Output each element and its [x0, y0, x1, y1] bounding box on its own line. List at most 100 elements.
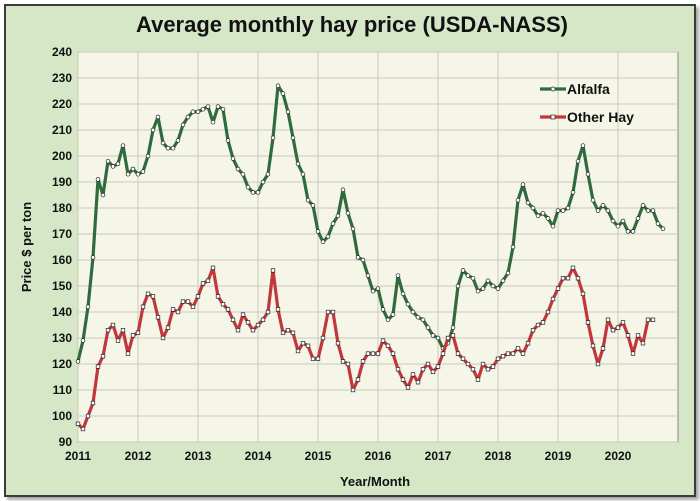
x-tick-label: 2011: [65, 449, 91, 463]
point-other-hay: [75, 421, 81, 426]
point-other-hay: [230, 317, 236, 322]
point-other-hay: [280, 330, 286, 335]
point-other-hay: [480, 361, 486, 367]
point-alfalfa: [660, 226, 666, 232]
point-other-hay: [295, 348, 301, 354]
point-alfalfa: [435, 335, 441, 341]
point-alfalfa: [150, 127, 156, 133]
point-alfalfa: [325, 234, 331, 239]
y-tick-label: 160: [52, 253, 72, 267]
point-alfalfa: [645, 208, 651, 213]
point-other-hay: [450, 333, 456, 338]
point-alfalfa: [495, 286, 501, 291]
y-tick-label: 120: [52, 357, 72, 371]
point-other-hay: [505, 351, 511, 356]
point-other-hay: [80, 426, 86, 432]
point-other-hay: [495, 356, 501, 361]
point-alfalfa: [485, 278, 491, 284]
point-alfalfa: [280, 91, 286, 96]
point-alfalfa: [195, 109, 201, 115]
point-other-hay: [510, 351, 516, 356]
point-other-hay: [380, 338, 386, 343]
point-alfalfa: [365, 273, 371, 278]
point-other-hay: [370, 351, 376, 356]
point-other-hay: [465, 361, 471, 367]
point-alfalfa: [235, 166, 241, 172]
point-other-hay: [110, 322, 116, 328]
point-alfalfa: [90, 255, 96, 260]
x-tick-label: 2019: [545, 449, 572, 463]
y-tick-label: 110: [53, 383, 73, 397]
point-other-hay: [315, 356, 321, 361]
point-other-hay: [300, 341, 306, 346]
point-other-hay: [235, 328, 241, 333]
y-tick-label: 90: [59, 435, 73, 449]
point-other-hay: [260, 317, 266, 322]
x-axis-title: Year/Month: [340, 474, 410, 489]
point-alfalfa: [270, 135, 276, 141]
point-alfalfa: [330, 221, 336, 226]
point-alfalfa: [635, 216, 641, 221]
point-other-hay: [605, 317, 611, 322]
point-other-hay: [320, 335, 326, 341]
point-alfalfa: [520, 182, 526, 187]
point-other-hay: [290, 330, 296, 335]
point-other-hay: [635, 333, 641, 338]
point-alfalfa: [565, 205, 571, 211]
point-alfalfa: [110, 164, 116, 169]
y-tick-label: 130: [52, 331, 72, 345]
point-alfalfa: [205, 104, 211, 109]
point-other-hay: [405, 385, 411, 390]
point-other-hay: [335, 341, 341, 346]
point-other-hay: [435, 364, 441, 369]
point-other-hay: [275, 307, 281, 312]
point-alfalfa: [575, 158, 581, 164]
point-alfalfa: [540, 210, 546, 216]
point-alfalfa: [200, 106, 206, 112]
point-other-hay: [650, 317, 656, 322]
point-other-hay: [350, 387, 356, 393]
point-other-hay: [445, 335, 451, 341]
point-other-hay: [550, 296, 556, 302]
point-alfalfa: [145, 153, 151, 159]
point-alfalfa: [95, 177, 101, 182]
point-other-hay: [240, 312, 246, 317]
point-alfalfa: [355, 255, 361, 260]
point-other-hay: [185, 299, 191, 304]
point-alfalfa: [470, 275, 476, 281]
point-alfalfa: [375, 286, 381, 291]
point-other-hay: [400, 377, 406, 382]
point-other-hay: [520, 351, 526, 356]
point-alfalfa: [465, 273, 471, 278]
point-alfalfa: [345, 210, 351, 216]
series-line-alfalfa: [76, 84, 665, 363]
point-alfalfa: [225, 138, 231, 143]
point-other-hay: [540, 320, 546, 325]
point-other-hay: [170, 307, 176, 312]
point-alfalfa: [155, 114, 161, 120]
point-alfalfa: [310, 203, 316, 208]
point-other-hay: [130, 333, 136, 338]
point-alfalfa: [430, 333, 436, 338]
point-other-hay: [500, 354, 506, 359]
point-other-hay: [455, 351, 461, 356]
legend-marker-alfalfa: [550, 86, 556, 92]
point-other-hay: [225, 307, 231, 312]
point-alfalfa: [165, 145, 171, 151]
x-tick-label: 2012: [125, 449, 152, 463]
point-alfalfa: [285, 109, 291, 115]
point-alfalfa: [185, 114, 191, 120]
point-other-hay: [85, 413, 91, 419]
point-other-hay: [460, 356, 466, 361]
point-other-hay: [270, 268, 276, 273]
point-other-hay: [410, 372, 416, 377]
point-other-hay: [200, 281, 206, 286]
point-alfalfa: [490, 283, 496, 289]
point-other-hay: [525, 341, 531, 346]
point-alfalfa: [175, 138, 181, 143]
point-alfalfa: [315, 229, 321, 234]
point-alfalfa: [245, 184, 251, 190]
point-other-hay: [425, 361, 431, 367]
point-other-hay: [420, 367, 426, 372]
point-alfalfa: [630, 229, 636, 234]
